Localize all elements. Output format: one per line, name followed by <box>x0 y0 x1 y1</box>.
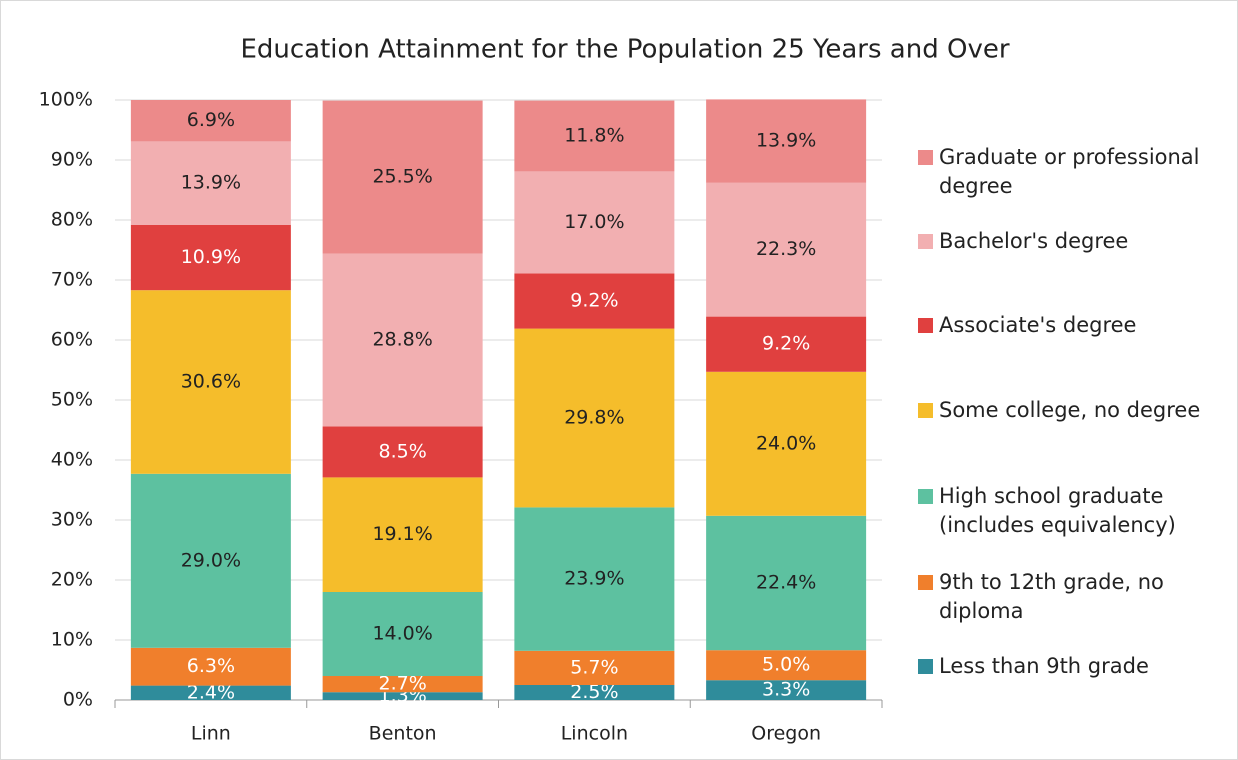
y-tick-label: 0% <box>63 689 93 711</box>
bar-segment <box>514 171 675 274</box>
value-label: 10.9% <box>181 246 241 268</box>
value-label: 19.1% <box>372 523 432 545</box>
bar-segment <box>706 680 867 700</box>
bar-segment <box>322 426 483 478</box>
value-label: 6.3% <box>187 655 235 677</box>
value-label: 22.3% <box>756 238 816 260</box>
bar-segment <box>514 685 675 700</box>
legend-swatch <box>918 150 933 165</box>
legend-swatch <box>918 403 933 418</box>
value-label: 9.2% <box>570 290 618 312</box>
value-label: 24.0% <box>756 432 816 454</box>
value-label: 13.9% <box>181 172 241 194</box>
value-label: 14.0% <box>372 623 432 645</box>
legend-item: Bachelor's degree <box>918 227 1208 256</box>
legend-item: Less than 9th grade <box>918 652 1208 681</box>
value-label: 28.8% <box>372 329 432 351</box>
legend-label: Less than 9th grade <box>939 654 1149 678</box>
legend-label: Some college, no degree <box>939 398 1201 422</box>
legend-swatch <box>918 234 933 249</box>
bar-segment <box>514 507 675 651</box>
bar-segment <box>130 224 291 291</box>
bar-segment <box>322 477 483 592</box>
bar-segment <box>706 182 867 317</box>
bar-segment <box>130 647 291 686</box>
bar-segment <box>514 100 675 172</box>
legend-label: 9th to 12th grade, no diploma <box>939 570 1164 623</box>
y-tick-label: 30% <box>51 509 93 531</box>
legend-swatch <box>918 575 933 590</box>
value-label: 25.5% <box>372 166 432 188</box>
bar-segment <box>706 650 867 681</box>
bar-segment <box>322 592 483 676</box>
bar-segment <box>706 515 867 651</box>
bar-segment <box>322 100 483 254</box>
y-tick-label: 80% <box>51 209 93 231</box>
bar-segment <box>322 253 483 427</box>
value-label: 6.9% <box>187 109 235 131</box>
y-tick-label: 50% <box>51 389 93 411</box>
bar-segment <box>706 371 867 516</box>
y-tick-label: 100% <box>39 89 93 111</box>
legend-label: Associate's degree <box>939 313 1137 337</box>
bar-segment <box>130 100 291 142</box>
legend-label: High school graduate (includes equivalen… <box>939 484 1176 537</box>
legend-label: Bachelor's degree <box>939 229 1129 253</box>
bar-segment <box>130 290 291 474</box>
bar-segment <box>322 676 483 693</box>
legend-item: High school graduate (includes equivalen… <box>918 482 1208 540</box>
legend-label: Graduate or professional degree <box>939 145 1200 198</box>
bar-segment <box>514 650 675 685</box>
bar-segment <box>322 692 483 700</box>
value-label: 11.8% <box>564 125 624 147</box>
legend-item: Graduate or professional degree <box>918 143 1208 201</box>
value-label: 22.4% <box>756 572 816 594</box>
value-label: 29.8% <box>564 407 624 429</box>
legend-item: Associate's degree <box>918 311 1208 340</box>
value-label: 2.5% <box>570 681 618 703</box>
y-tick-label: 20% <box>51 569 93 591</box>
bar-segment <box>514 328 675 508</box>
legend-swatch <box>918 318 933 333</box>
x-tick-label: Lincoln <box>561 723 628 745</box>
value-label: 5.0% <box>762 654 810 676</box>
value-label: 8.5% <box>378 440 426 462</box>
value-label: 17.0% <box>564 211 624 233</box>
legend-item: Some college, no degree <box>918 396 1208 425</box>
value-label: 3.3% <box>762 679 810 701</box>
bar-segment <box>130 473 291 648</box>
y-tick-label: 90% <box>51 149 93 171</box>
value-label: 30.6% <box>181 371 241 393</box>
x-tick-label: Benton <box>369 723 437 745</box>
value-label: 23.9% <box>564 568 624 590</box>
value-label: 9.2% <box>762 333 810 355</box>
y-tick-label: 40% <box>51 449 93 471</box>
bar-segment <box>706 99 867 183</box>
bar-segment <box>706 316 867 372</box>
value-label: 29.0% <box>181 549 241 571</box>
value-label: 2.4% <box>187 681 235 703</box>
y-tick-label: 60% <box>51 329 93 351</box>
x-tick-label: Linn <box>191 723 231 745</box>
y-tick-label: 10% <box>51 629 93 651</box>
x-tick-label: Oregon <box>751 723 821 745</box>
chart-title: Education Attainment for the Population … <box>240 35 1009 65</box>
value-label: 5.7% <box>570 656 618 678</box>
value-label: 2.7% <box>378 673 426 695</box>
legend-swatch <box>918 659 933 674</box>
legend-item: 9th to 12th grade, no diploma <box>918 568 1208 626</box>
value-label: 13.9% <box>756 130 816 152</box>
bar-segment <box>130 685 291 700</box>
bar-segment <box>514 273 675 329</box>
bar-segment <box>130 141 291 225</box>
legend-swatch <box>918 489 933 504</box>
y-tick-label: 70% <box>51 269 93 291</box>
